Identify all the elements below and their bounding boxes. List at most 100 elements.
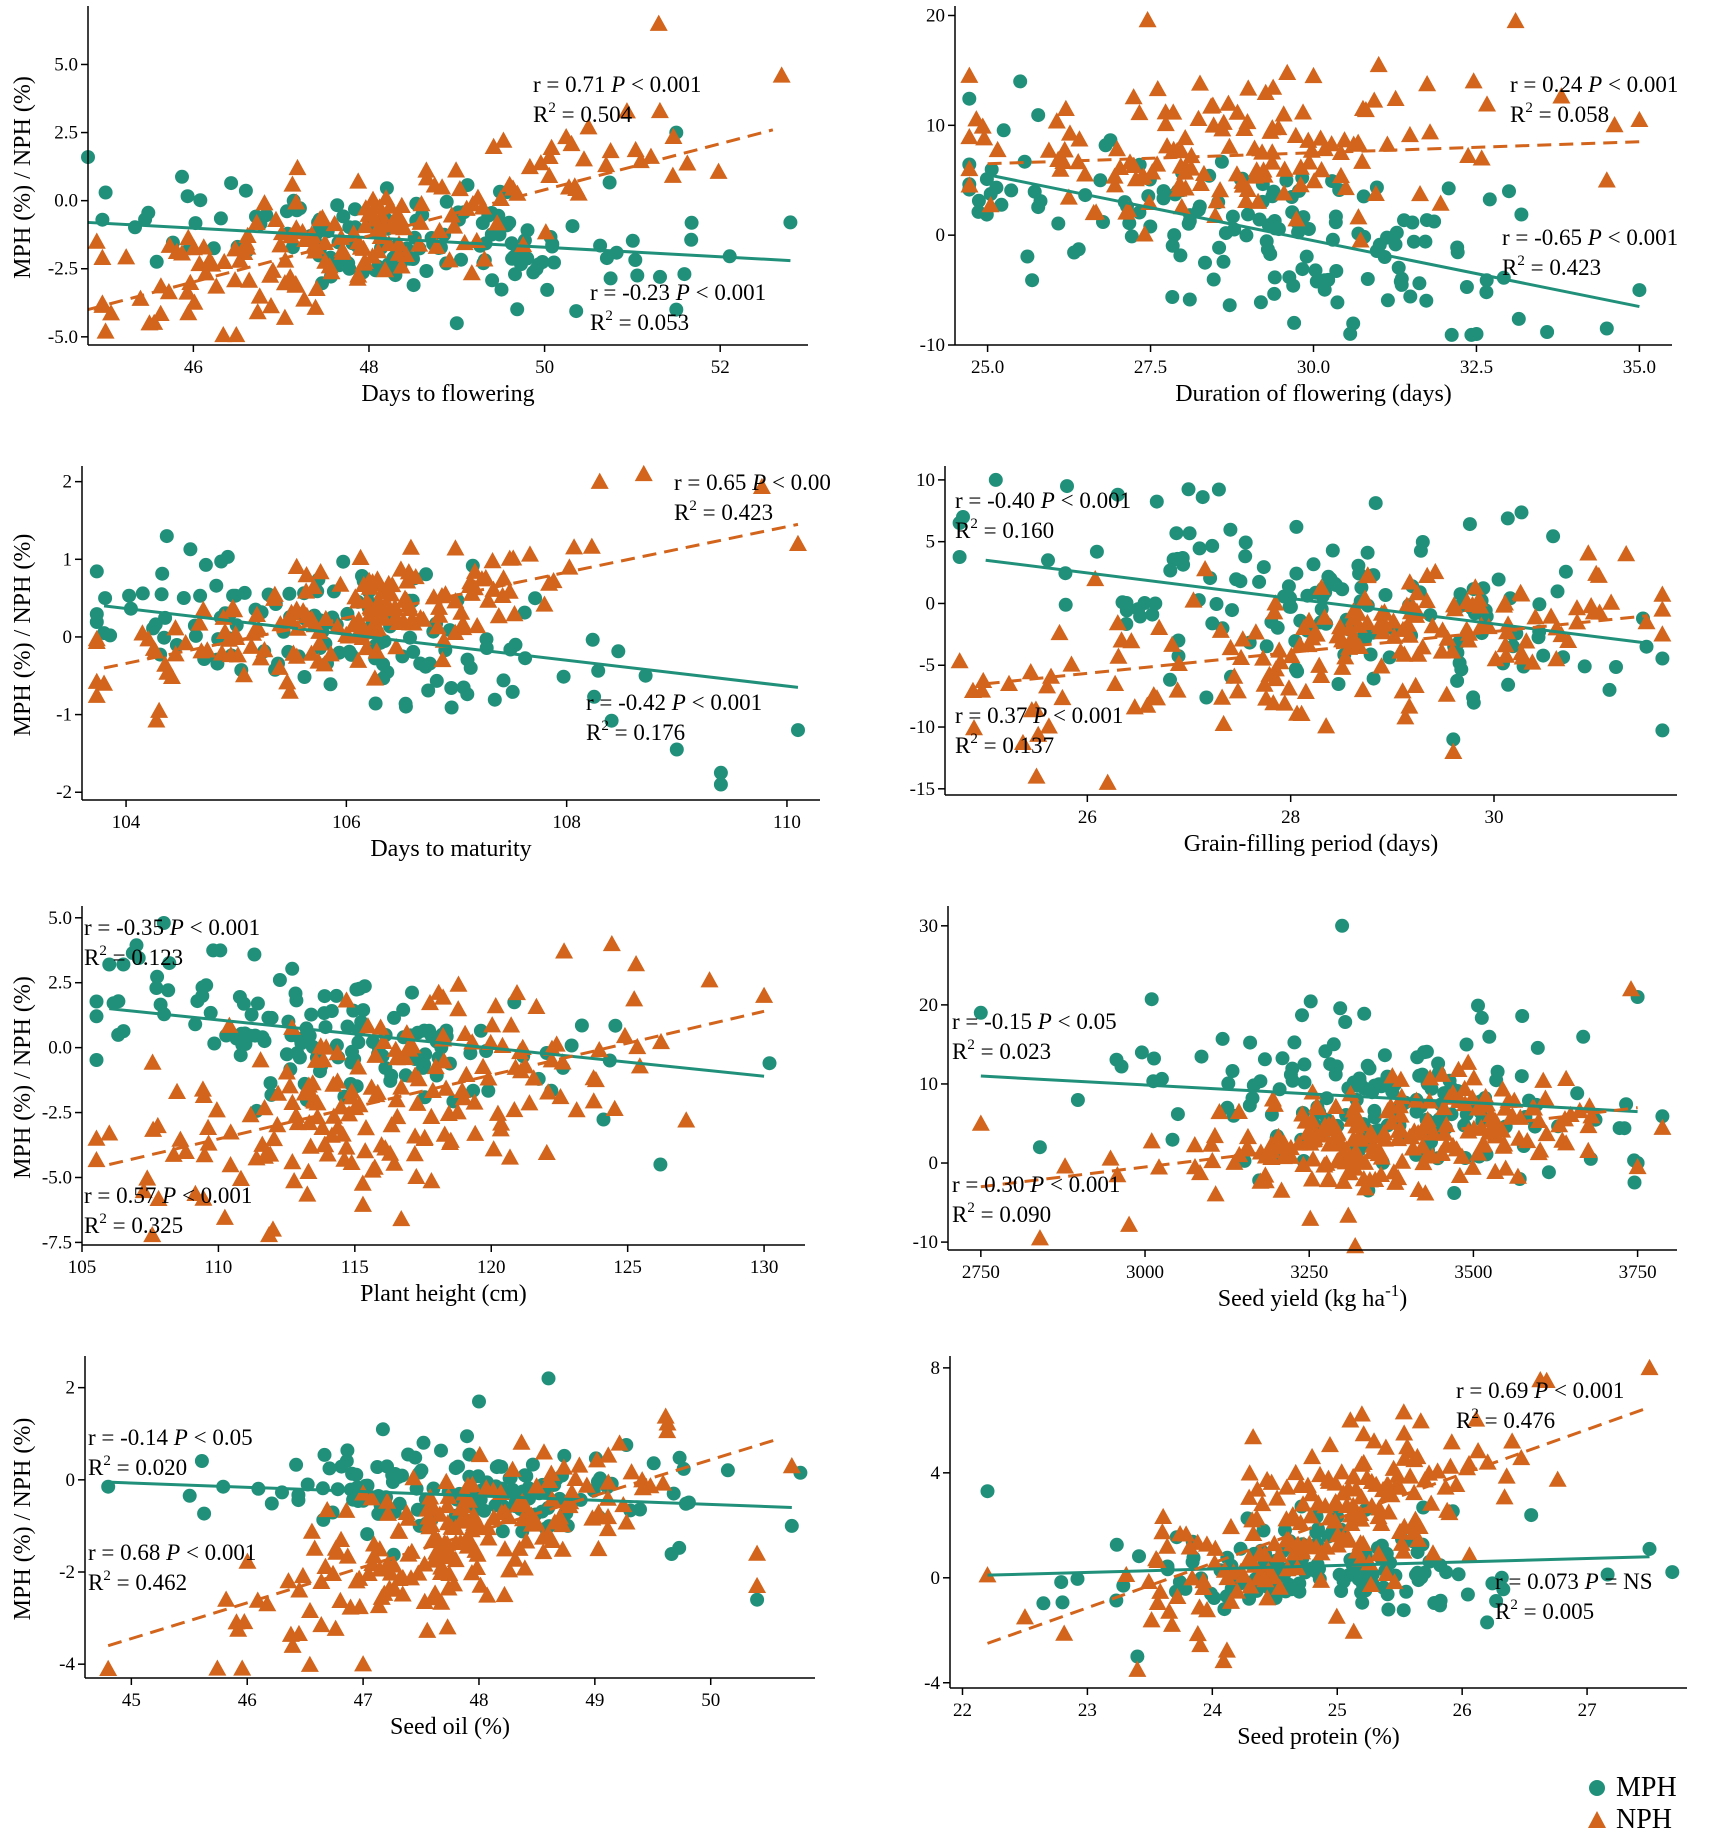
data-point-nph xyxy=(287,1106,306,1123)
data-point-nph xyxy=(1579,544,1598,561)
data-point-mph xyxy=(1627,1175,1642,1190)
data-point-mph xyxy=(1355,1595,1370,1610)
p-value: < 0.001 xyxy=(1602,225,1678,250)
data-point-nph xyxy=(782,1457,801,1474)
legend-item-mph: MPH xyxy=(1586,1772,1706,1804)
data-point-mph xyxy=(1530,1040,1545,1055)
data-point-nph xyxy=(1221,638,1240,656)
r2-superscript: 2 xyxy=(548,100,556,116)
data-point-nph xyxy=(1547,650,1566,667)
data-point-mph xyxy=(1380,230,1394,245)
data-point-nph xyxy=(950,652,969,669)
r-value: r = -0.65 xyxy=(1502,225,1588,250)
data-point-nph xyxy=(1411,1412,1430,1429)
data-point-mph xyxy=(1460,1587,1475,1602)
data-point-nph xyxy=(143,1225,162,1243)
data-point-nph xyxy=(493,586,512,604)
data-point-mph xyxy=(1260,242,1275,257)
data-point-nph xyxy=(1579,1116,1598,1134)
data-point-mph xyxy=(1297,1057,1312,1072)
stat-annotation-r2-mph: R2 = 0.023 xyxy=(952,1037,1051,1064)
r-value: r = 0.073 xyxy=(1495,1569,1585,1594)
data-point-mph xyxy=(460,687,475,702)
data-point-mph xyxy=(401,1447,416,1462)
data-point-mph xyxy=(1165,238,1180,253)
data-point-mph xyxy=(1489,1594,1504,1608)
data-point-nph xyxy=(1150,618,1169,635)
data-point-nph xyxy=(392,1078,411,1095)
x-tick-label: 46 xyxy=(238,1690,257,1711)
x-axis-label: Duration of flowering (days) xyxy=(1175,381,1452,407)
data-point-nph xyxy=(654,1474,673,1491)
y-tick-label: -2.5 xyxy=(42,1103,72,1124)
data-point-mph xyxy=(1020,249,1035,264)
data-point-mph xyxy=(1295,1008,1309,1023)
data-point-nph xyxy=(87,1150,106,1168)
data-point-nph xyxy=(1352,1488,1371,1505)
data-point-nph xyxy=(488,1104,507,1121)
x-tick-label: 26 xyxy=(1453,1700,1472,1721)
data-point-mph xyxy=(1599,321,1614,336)
data-point-mph xyxy=(505,1482,520,1497)
data-point-mph xyxy=(1198,255,1212,270)
data-point-nph xyxy=(477,1479,496,1496)
x-axis-label: Seed protein (%) xyxy=(1237,1724,1400,1750)
data-point-nph xyxy=(1472,616,1491,633)
stat-annotation-r-mph: r = -0.23 P < 0.001 xyxy=(590,280,766,305)
data-point-nph xyxy=(617,1513,636,1530)
data-point-mph xyxy=(1380,293,1395,308)
data-point-nph xyxy=(474,1057,493,1075)
data-point-nph xyxy=(503,1460,522,1477)
data-point-nph xyxy=(1305,172,1324,189)
data-point-mph xyxy=(154,587,169,602)
data-point-mph xyxy=(429,673,444,688)
data-point-mph xyxy=(1266,184,1281,199)
data-point-nph xyxy=(678,154,697,171)
data-point-nph xyxy=(1232,648,1251,666)
data-point-nph xyxy=(1231,1562,1250,1579)
data-point-mph xyxy=(1025,273,1040,288)
data-point-mph xyxy=(1454,662,1469,677)
x-tick-label: 46 xyxy=(184,357,203,378)
data-point-nph xyxy=(149,1189,168,1207)
data-point-mph xyxy=(279,1047,294,1062)
data-point-nph xyxy=(1628,1157,1647,1175)
data-point-nph xyxy=(1366,184,1385,202)
data-point-nph xyxy=(461,573,480,590)
data-point-mph xyxy=(983,187,998,201)
data-point-nph xyxy=(266,210,285,227)
data-point-nph xyxy=(1336,648,1355,665)
data-point-nph xyxy=(418,1621,437,1638)
data-point-nph xyxy=(1352,1405,1371,1422)
data-point-nph xyxy=(1177,1525,1196,1542)
r2-value: = 0.123 xyxy=(107,945,183,970)
data-point-nph xyxy=(1319,1469,1338,1486)
data-point-mph xyxy=(1360,272,1375,286)
r2-superscript: 2 xyxy=(970,516,978,532)
data-point-mph xyxy=(1462,517,1477,532)
data-point-nph xyxy=(1220,137,1239,154)
data-point-nph xyxy=(1548,1470,1567,1487)
data-point-nph xyxy=(1340,1531,1359,1548)
data-point-nph xyxy=(1270,1578,1289,1595)
data-point-nph xyxy=(1390,1097,1409,1114)
data-point-mph xyxy=(444,700,459,715)
data-point-nph xyxy=(93,248,112,265)
data-point-nph xyxy=(1135,225,1154,242)
y-tick-label: 20 xyxy=(926,5,945,26)
data-point-mph xyxy=(213,211,228,226)
data-point-nph xyxy=(641,147,660,164)
data-point-nph xyxy=(134,1181,153,1199)
data-point-nph xyxy=(265,589,284,606)
data-point-nph xyxy=(586,1070,605,1088)
x-tick-label: 28 xyxy=(1281,807,1300,828)
data-point-nph xyxy=(527,997,546,1014)
data-point-mph xyxy=(439,194,454,209)
data-point-nph xyxy=(438,1534,457,1551)
data-point-mph xyxy=(1378,588,1393,602)
p-value: < 0.001 xyxy=(625,72,701,97)
data-point-mph xyxy=(1602,682,1617,697)
data-point-nph xyxy=(1301,1209,1320,1226)
data-point-nph xyxy=(1393,1152,1412,1169)
data-point-mph xyxy=(156,916,171,930)
